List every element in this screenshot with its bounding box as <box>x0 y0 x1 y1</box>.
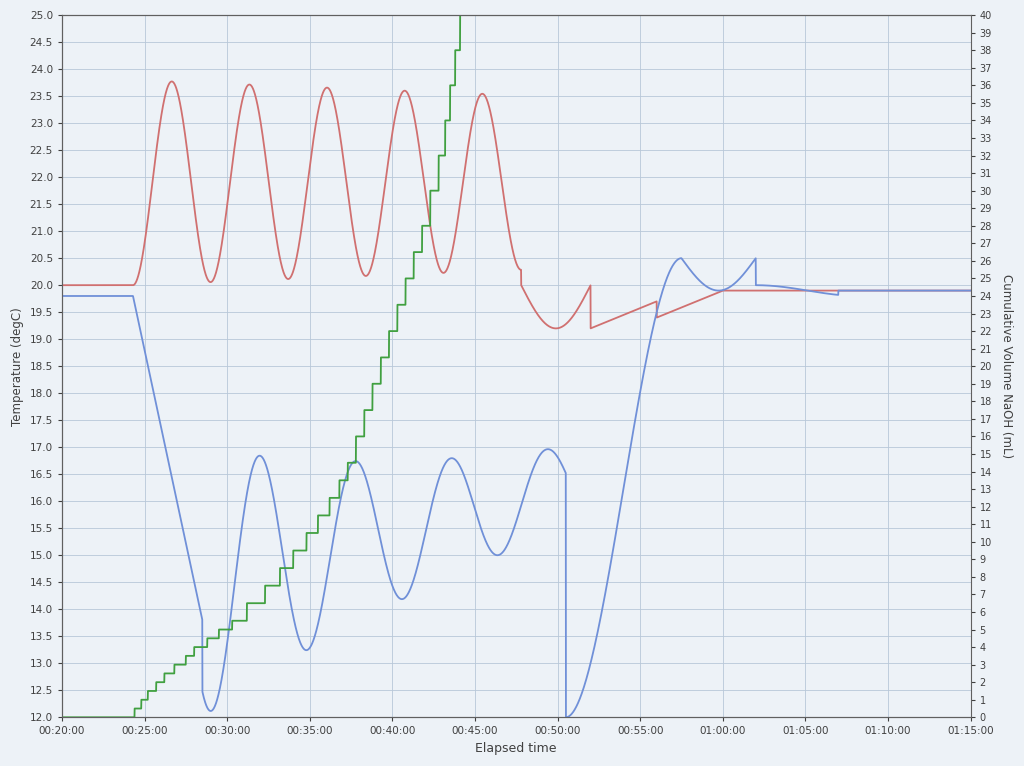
X-axis label: Elapsed time: Elapsed time <box>475 742 557 755</box>
Y-axis label: Temperature (degC): Temperature (degC) <box>11 307 25 426</box>
Y-axis label: Cumulative Volume NaOH (mL): Cumulative Volume NaOH (mL) <box>999 274 1013 458</box>
